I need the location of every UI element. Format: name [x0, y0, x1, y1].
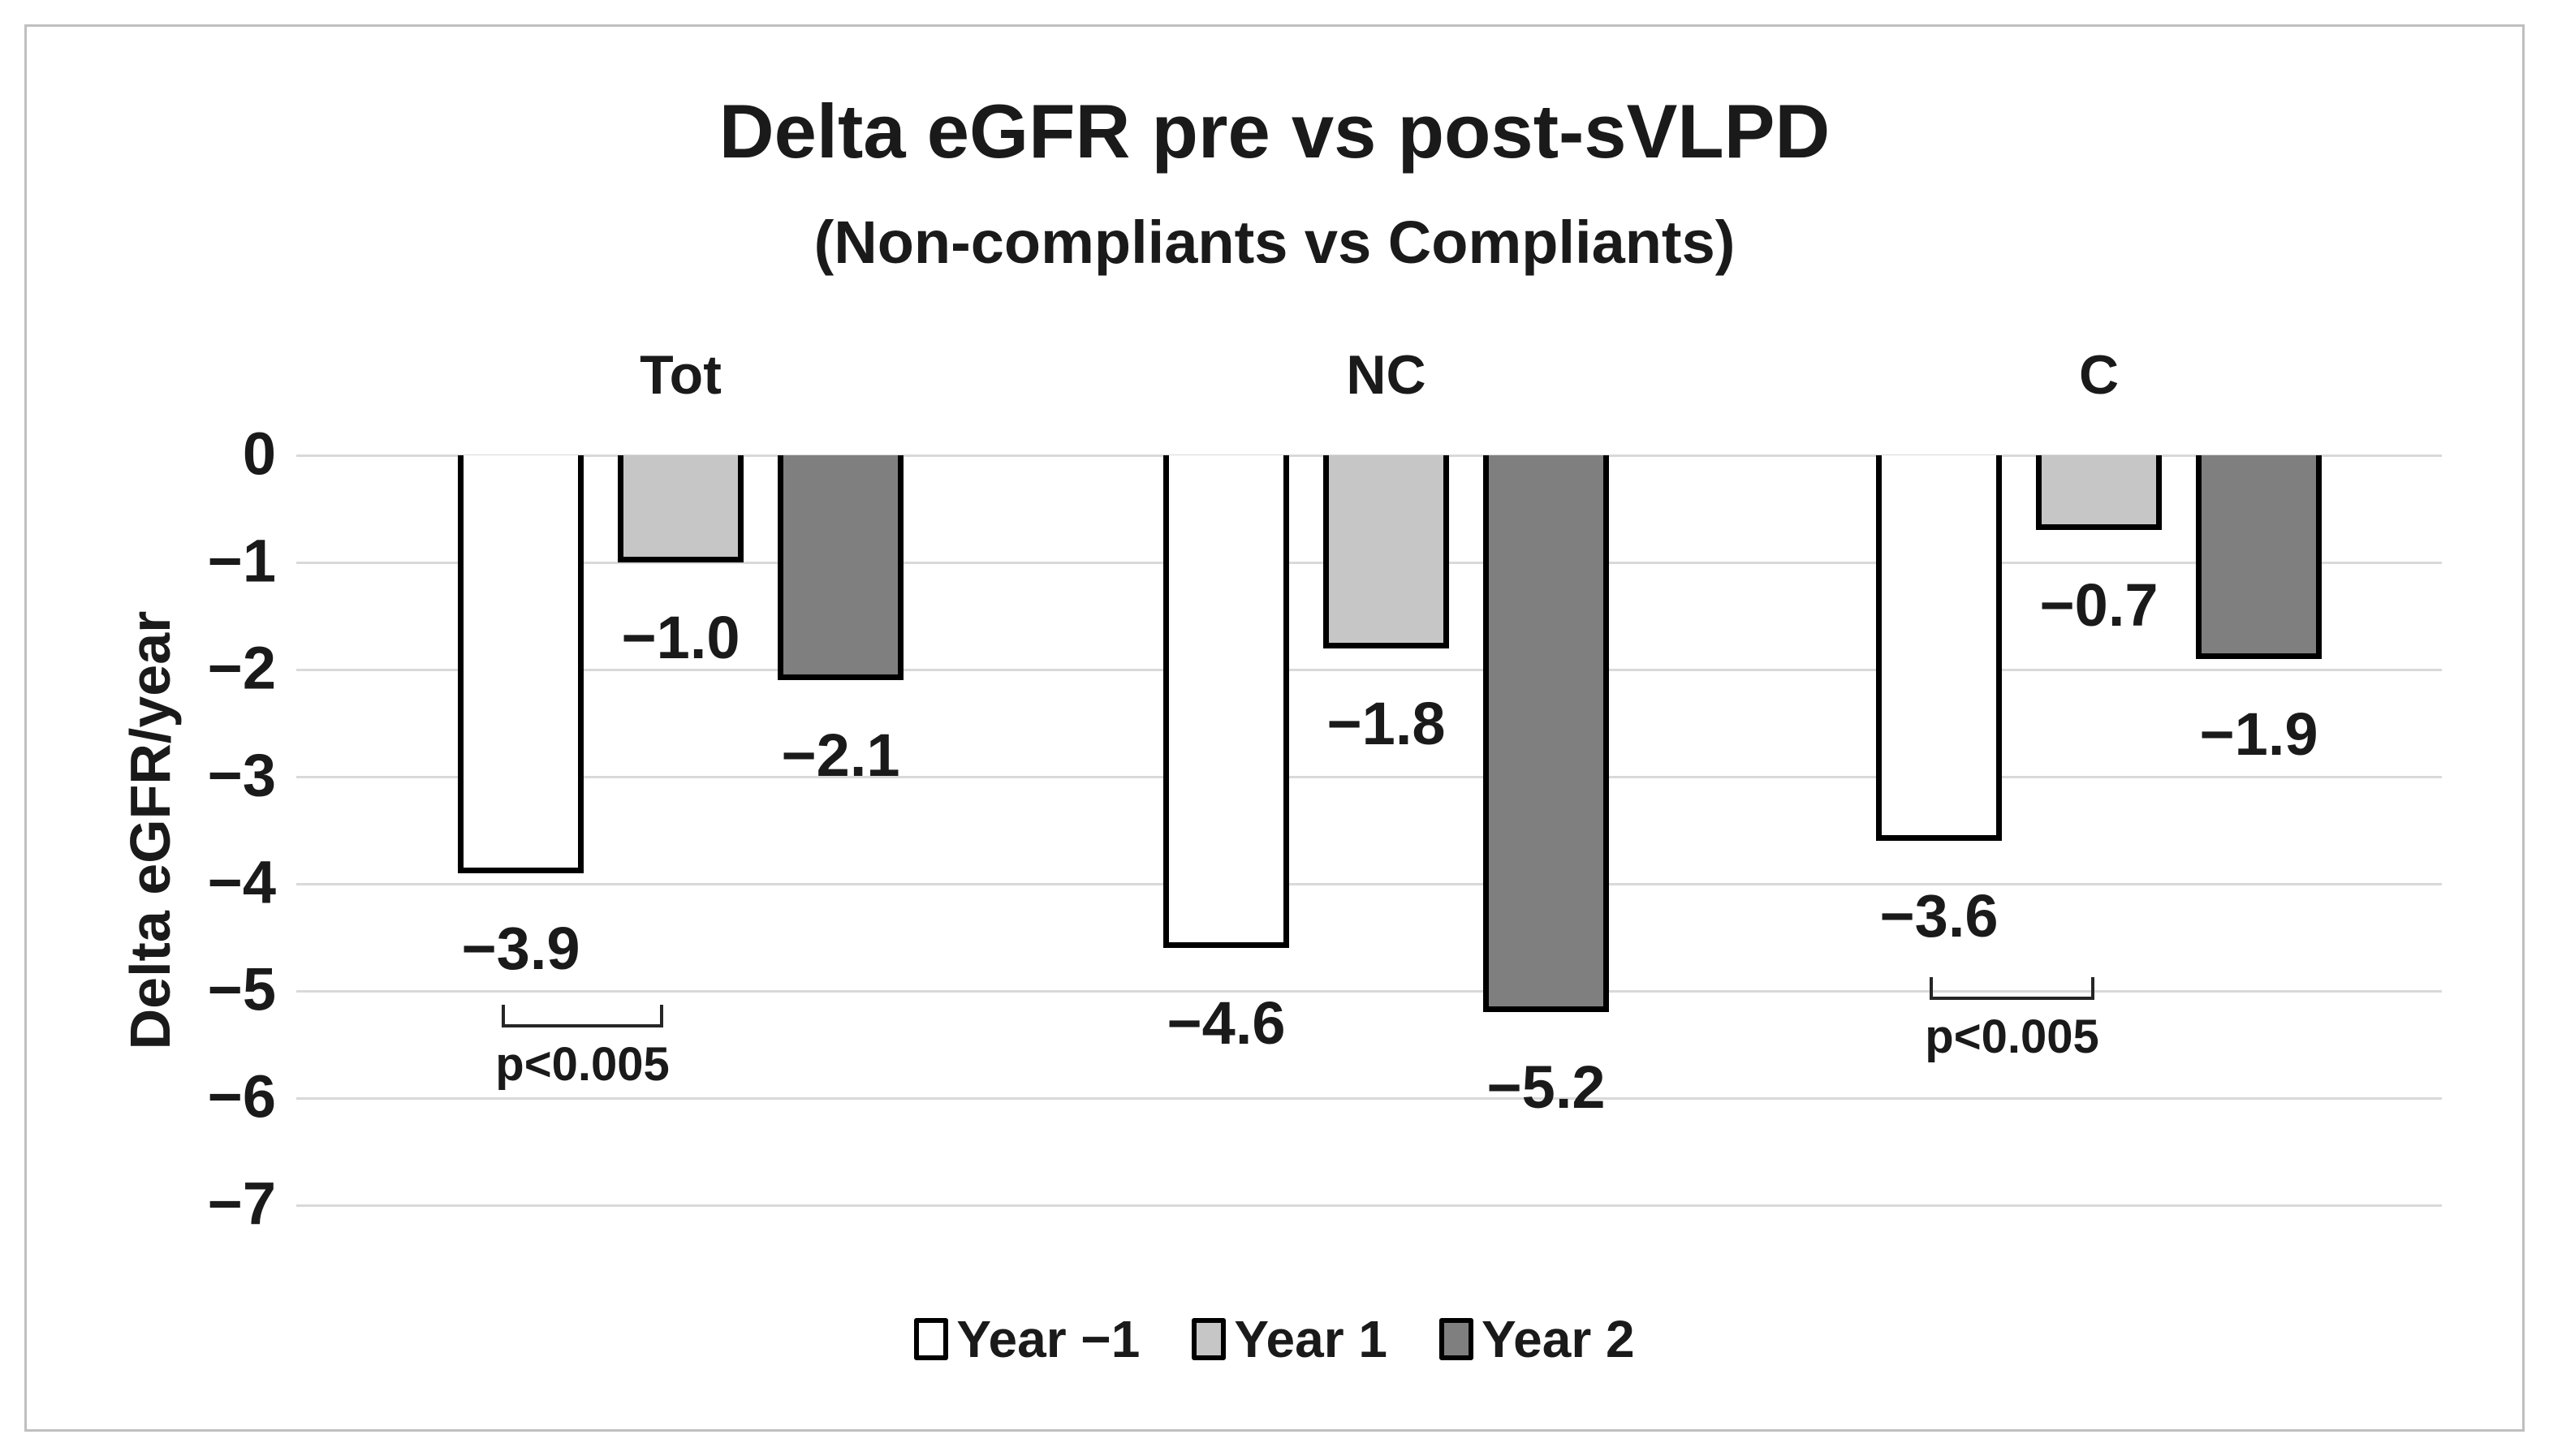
- legend-item-year-−1: Year −1: [914, 1313, 1140, 1365]
- bar-nc-year-2: [1483, 455, 1609, 1012]
- y-tick-label: −3: [207, 741, 276, 809]
- legend-marker-icon: [1439, 1318, 1473, 1360]
- gridline-−5: [296, 990, 2442, 993]
- chart-subtitle: (Non-compliants vs Compliants): [813, 209, 1736, 276]
- p-value-label-c: p<0.005: [1925, 1010, 2099, 1063]
- y-tick-label: 0: [242, 420, 276, 488]
- legend-item-year-2: Year 2: [1439, 1313, 1635, 1365]
- gridline-−4: [296, 883, 2442, 885]
- y-tick-label: −7: [207, 1170, 276, 1238]
- y-tick-label: −5: [207, 955, 276, 1023]
- bar-tot-year-1: [618, 455, 744, 562]
- y-tick-label: −4: [207, 848, 276, 916]
- p-value-bracket-tot: [502, 1005, 663, 1027]
- legend-label: Year −1: [956, 1310, 1141, 1368]
- bar-c-year-−1: [1876, 455, 2002, 841]
- y-tick-label: −1: [207, 527, 276, 595]
- legend-label: Year 1: [1234, 1310, 1387, 1368]
- data-label: −1.0: [621, 604, 740, 671]
- chart-border: [24, 24, 2525, 1432]
- data-label: −1.9: [2199, 700, 2318, 768]
- bar-c-year-1: [2036, 455, 2162, 530]
- data-label: −1.8: [1326, 690, 1446, 757]
- legend-marker-icon: [1192, 1318, 1227, 1360]
- legend: Year −1 Year 1 Year 2: [0, 1313, 2549, 1365]
- legend-item-year-1: Year 1: [1192, 1313, 1387, 1365]
- gridline-−7: [296, 1204, 2442, 1207]
- bar-c-year-2: [2196, 455, 2322, 659]
- p-value-bracket-c: [1930, 977, 2094, 1000]
- category-label-tot: Tot: [640, 344, 722, 406]
- category-label-c: C: [2078, 344, 2120, 406]
- bar-tot-year-−1: [458, 455, 584, 873]
- data-label: −4.6: [1167, 989, 1286, 1057]
- chart-title: Delta eGFR pre vs post-sVLPD: [718, 88, 1831, 174]
- category-label-nc: NC: [1346, 344, 1426, 406]
- bar-nc-year-−1: [1163, 455, 1289, 948]
- data-label: −5.2: [1486, 1053, 1606, 1121]
- data-label: −0.7: [2039, 571, 2159, 639]
- gridline-−2: [296, 669, 2442, 671]
- legend-marker-icon: [914, 1318, 949, 1360]
- data-label: −3.6: [1879, 882, 1999, 950]
- gridline-−6: [296, 1097, 2442, 1100]
- data-label: −2.1: [781, 722, 900, 789]
- y-tick-label: −2: [207, 634, 276, 702]
- bar-nc-year-1: [1323, 455, 1449, 648]
- gridline-−3: [296, 776, 2442, 778]
- p-value-label-tot: p<0.005: [495, 1038, 670, 1091]
- bar-tot-year-2: [778, 455, 904, 680]
- data-label: −3.9: [461, 915, 580, 982]
- y-tick-label: −6: [207, 1062, 276, 1131]
- legend-label: Year 2: [1482, 1310, 1635, 1368]
